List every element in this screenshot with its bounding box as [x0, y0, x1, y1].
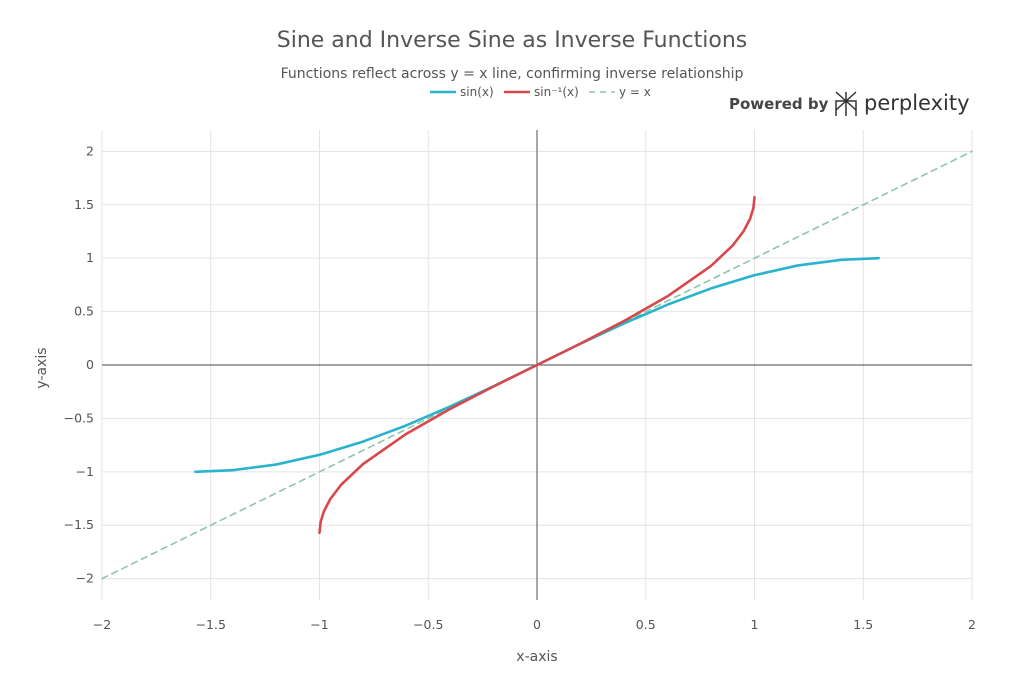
chart-legend[interactable]: sin(x) sin⁻¹(x) y = x — [430, 85, 651, 99]
x-tick-label: −1.5 — [196, 617, 226, 632]
perplexity-brand: Powered by perplexity — [729, 91, 970, 116]
x-tick-label: 0.5 — [636, 617, 656, 632]
y-tick-label: 1.5 — [74, 197, 94, 212]
x-tick-label: −0.5 — [413, 617, 443, 632]
perplexity-logo-icon — [835, 91, 857, 116]
chart-tick-labels: −2 −1.5 −1 −0.5 0 0.5 1 1.5 2 −2 −1.5 −1 −0.5 0 0.5 1 1.… — [64, 143, 976, 632]
x-tick-label: 0 — [533, 617, 541, 632]
y-tick-label: −2 — [76, 571, 94, 586]
y-tick-label: −0.5 — [64, 410, 94, 425]
x-tick-label: 2 — [968, 617, 976, 632]
legend-item-label[interactable]: sin⁻¹(x) — [534, 85, 579, 99]
x-tick-label: 1 — [751, 617, 759, 632]
y-tick-label: 1 — [86, 250, 94, 265]
chart-plot-area[interactable] — [101, 150, 973, 580]
chart-subtitle: Functions reflect across y = x line, con… — [281, 66, 744, 82]
legend-item-label[interactable]: sin(x) — [460, 85, 494, 99]
x-tick-label: −2 — [93, 617, 111, 632]
x-tick-label: 1.5 — [853, 617, 873, 632]
y-tick-label: −1 — [76, 464, 94, 479]
y-tick-label: −1.5 — [64, 517, 94, 532]
y-tick-label: 0 — [86, 357, 94, 372]
series-line-1[interactable] — [318, 195, 756, 535]
y-tick-label: 0.5 — [74, 304, 94, 319]
y-axis-title: y-axis — [34, 347, 50, 388]
x-tick-label: −1 — [310, 617, 328, 632]
legend-item-label[interactable]: y = x — [619, 85, 651, 99]
chart-title: Sine and Inverse Sine as Inverse Functio… — [277, 28, 748, 53]
perplexity-brand-name: perplexity — [864, 91, 970, 115]
powered-by-label: Powered by — [729, 95, 829, 113]
y-tick-label: 2 — [86, 143, 94, 158]
x-axis-title: x-axis — [516, 649, 557, 665]
